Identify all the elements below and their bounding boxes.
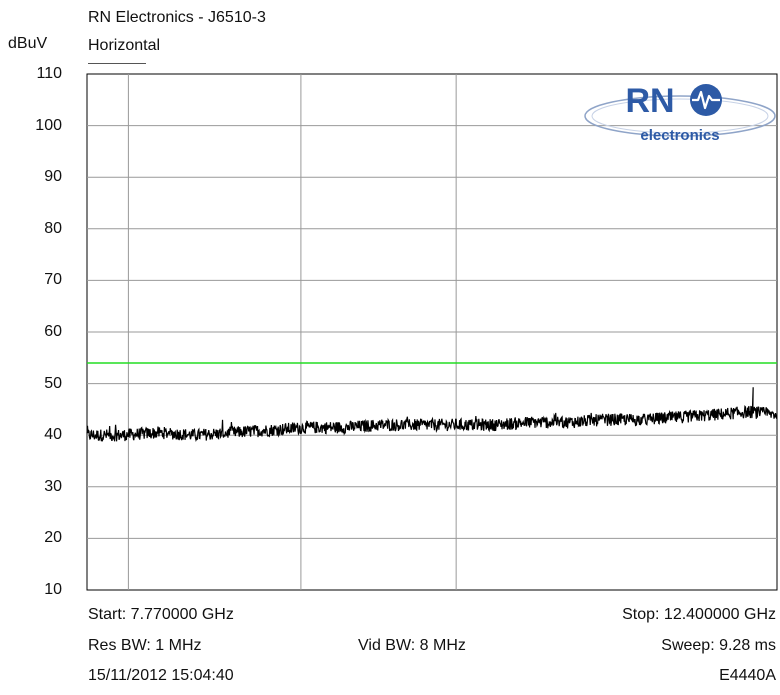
rn-electronics-logo: RN electronics xyxy=(584,82,776,144)
y-tick-label: 40 xyxy=(44,426,62,444)
y-tick-label: 10 xyxy=(44,581,62,598)
y-axis-unit: dBuV xyxy=(8,35,48,52)
y-tick-label: 90 xyxy=(44,168,62,186)
y-tick-label: 60 xyxy=(44,323,62,340)
legend-series-label: Horizontal xyxy=(88,37,161,54)
y-tick-label: 100 xyxy=(35,116,62,134)
y-tick-label: 50 xyxy=(44,374,62,392)
video-bandwidth: Vid BW: 8 MHz xyxy=(358,637,466,654)
y-tick-label: 80 xyxy=(44,219,62,237)
logo-subtext: electronics xyxy=(640,127,719,144)
sweep-time: Sweep: 9.28 ms xyxy=(661,637,776,654)
grid xyxy=(87,74,777,590)
start-frequency: Start: 7.770000 GHz xyxy=(88,606,234,623)
legend-swatch xyxy=(88,63,146,64)
resolution-bandwidth: Res BW: 1 MHz xyxy=(88,637,202,654)
chart-title: RN Electronics - J6510-3 xyxy=(88,9,266,26)
timestamp: 15/11/2012 15:04:40 xyxy=(88,667,234,684)
y-tick-label: 30 xyxy=(44,477,62,495)
logo-text: RN xyxy=(625,82,674,120)
instrument-model: E4440A xyxy=(719,667,776,684)
y-tick-label: 20 xyxy=(44,529,62,547)
y-tick-label: 70 xyxy=(44,271,62,289)
series-line-horizontal xyxy=(86,387,778,443)
y-tick-label: 110 xyxy=(36,65,62,82)
stop-frequency: Stop: 12.400000 GHz xyxy=(622,606,776,623)
